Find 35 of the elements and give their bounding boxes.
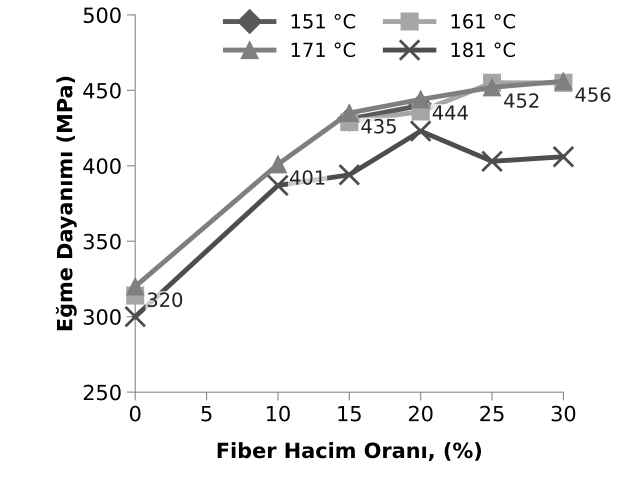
legend-label: 171 °C: [292, 42, 356, 58]
point: [266, 174, 290, 197]
data-label: 452: [504, 93, 538, 108]
x-tick-label: 5: [202, 406, 212, 422]
point: [483, 78, 502, 96]
point: [340, 104, 358, 122]
point: [480, 150, 504, 172]
x-tick-label: 0: [130, 406, 140, 422]
x-tick-label: 25: [480, 406, 504, 422]
point: [126, 277, 144, 296]
x-axis-title: Fiber Hacim Oranı, (%): [218, 442, 482, 461]
x-tick-label: 20: [408, 406, 433, 422]
x-tick-label: 10: [266, 406, 290, 422]
data-label: 401: [290, 170, 324, 185]
y-tick-label: 450: [83, 82, 121, 99]
legend-label: 161 °C: [452, 14, 516, 29]
x-tick-label: 30: [552, 406, 576, 422]
y-tick-label: 300: [84, 309, 121, 325]
point: [124, 306, 146, 328]
legend-label: 181 °C: [452, 42, 516, 58]
y-tick-label: 400: [83, 158, 121, 174]
data-label: 435: [361, 118, 396, 134]
y-tick-label: 350: [84, 234, 121, 250]
y-tick-label: 500: [84, 7, 121, 24]
point: [338, 164, 360, 186]
point: [552, 146, 575, 168]
point: [410, 120, 432, 142]
y-tick-label: 250: [84, 384, 121, 400]
y-axis-title: Eğme Dayanımı (MPa): [56, 76, 77, 330]
data-label: 456: [575, 87, 610, 102]
point: [412, 90, 430, 108]
x-tick-label: 15: [338, 406, 361, 422]
data-label: 320: [148, 292, 182, 308]
data-label: 444: [432, 106, 468, 120]
legend-label: 151 °C: [292, 14, 356, 29]
